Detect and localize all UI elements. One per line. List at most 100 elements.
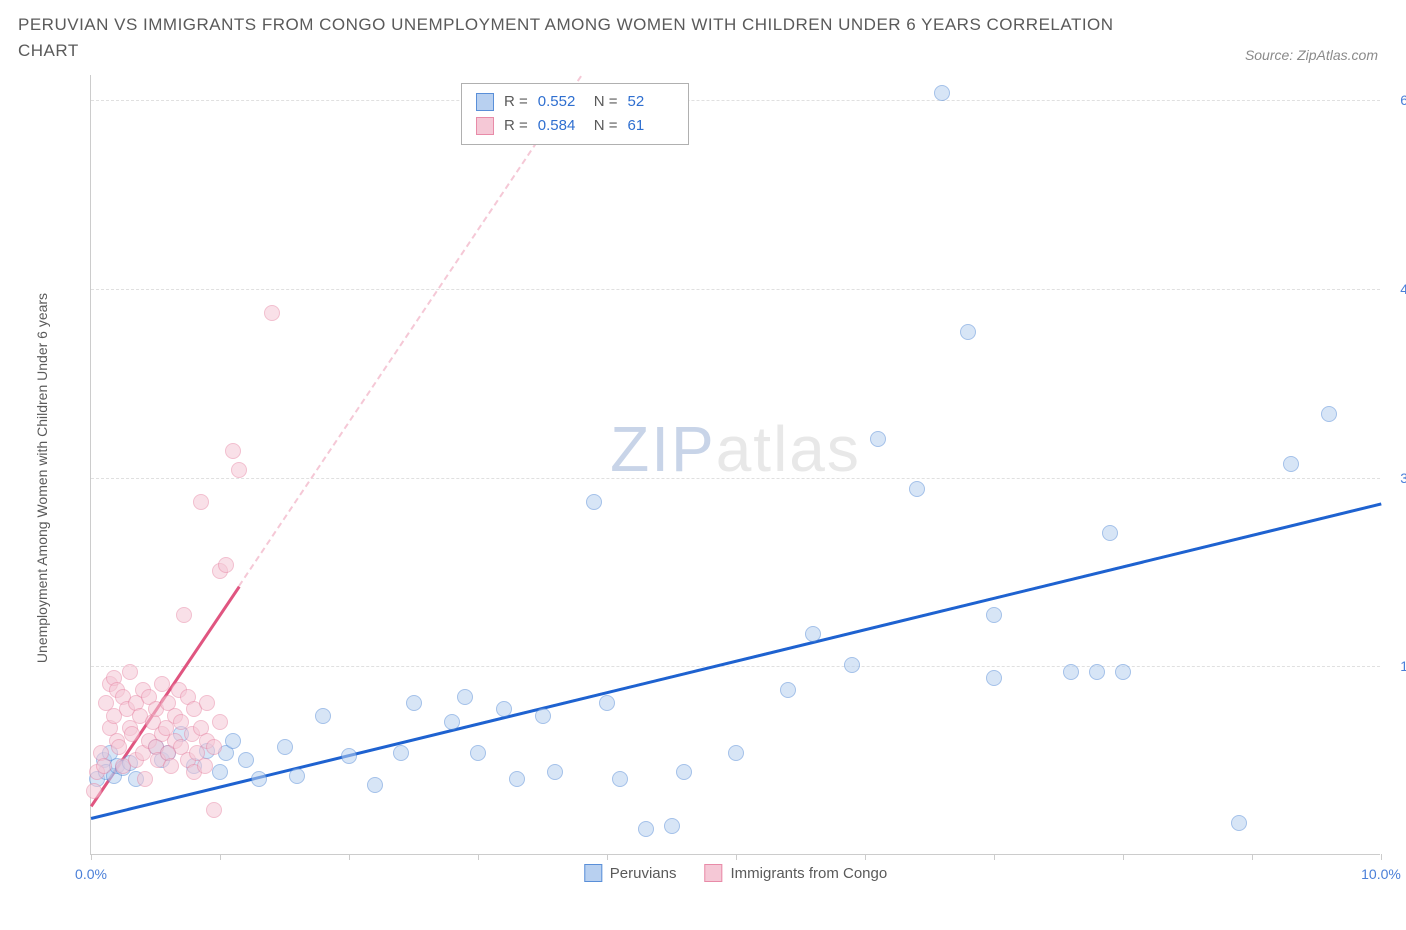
data-point bbox=[509, 771, 525, 787]
legend-label: Immigrants from Congo bbox=[730, 865, 887, 882]
y-tick-label: 60.0% bbox=[1385, 92, 1406, 108]
gridline bbox=[91, 478, 1380, 479]
y-tick-label: 30.0% bbox=[1385, 470, 1406, 486]
data-point bbox=[1283, 456, 1299, 472]
data-point bbox=[444, 714, 460, 730]
data-point bbox=[289, 768, 305, 784]
data-point bbox=[728, 745, 744, 761]
data-point bbox=[934, 85, 950, 101]
legend-swatch bbox=[704, 864, 722, 882]
x-tick bbox=[865, 854, 866, 860]
r-label: R = bbox=[504, 90, 528, 114]
data-point bbox=[1115, 664, 1131, 680]
x-tick-label: 0.0% bbox=[75, 866, 107, 882]
r-value: 0.584 bbox=[538, 114, 584, 138]
r-value: 0.552 bbox=[538, 90, 584, 114]
data-point bbox=[780, 682, 796, 698]
data-point bbox=[909, 481, 925, 497]
n-label: N = bbox=[594, 114, 618, 138]
data-point bbox=[1063, 664, 1079, 680]
data-point bbox=[111, 739, 127, 755]
series-swatch bbox=[476, 117, 494, 135]
data-point bbox=[206, 739, 222, 755]
r-label: R = bbox=[504, 114, 528, 138]
x-tick bbox=[91, 854, 92, 860]
data-point bbox=[341, 748, 357, 764]
stats-box: R = 0.552 N = 52R = 0.584 N = 61 bbox=[461, 83, 689, 145]
data-point bbox=[612, 771, 628, 787]
x-tick bbox=[1123, 854, 1124, 860]
data-point bbox=[535, 708, 551, 724]
data-point bbox=[406, 695, 422, 711]
data-point bbox=[496, 701, 512, 717]
plot-area: ZIPatlas 15.0%30.0%45.0%60.0%0.0%10.0%R … bbox=[90, 75, 1380, 855]
watermark-zip: ZIP bbox=[610, 413, 716, 485]
source-attribution: Source: ZipAtlas.com bbox=[1245, 47, 1378, 63]
x-tick bbox=[736, 854, 737, 860]
data-point bbox=[599, 695, 615, 711]
gridline bbox=[91, 289, 1380, 290]
x-tick bbox=[349, 854, 350, 860]
data-point bbox=[470, 745, 486, 761]
watermark-atlas: atlas bbox=[716, 413, 861, 485]
data-point bbox=[805, 626, 821, 642]
x-tick bbox=[607, 854, 608, 860]
data-point bbox=[96, 758, 112, 774]
data-point bbox=[86, 783, 102, 799]
n-value: 61 bbox=[628, 114, 674, 138]
data-point bbox=[1102, 525, 1118, 541]
data-point bbox=[193, 494, 209, 510]
data-point bbox=[212, 714, 228, 730]
data-point bbox=[986, 607, 1002, 623]
data-point bbox=[122, 664, 138, 680]
data-point bbox=[163, 758, 179, 774]
data-point bbox=[586, 494, 602, 510]
trend-line bbox=[91, 503, 1382, 820]
legend-label: Peruvians bbox=[610, 865, 677, 882]
x-tick bbox=[994, 854, 995, 860]
x-tick bbox=[1252, 854, 1253, 860]
data-point bbox=[277, 739, 293, 755]
data-point bbox=[367, 777, 383, 793]
data-point bbox=[1089, 664, 1105, 680]
watermark: ZIPatlas bbox=[610, 412, 861, 486]
y-tick-label: 45.0% bbox=[1385, 281, 1406, 297]
legend-item: Immigrants from Congo bbox=[704, 864, 887, 882]
x-tick bbox=[478, 854, 479, 860]
legend-swatch bbox=[584, 864, 602, 882]
data-point bbox=[870, 431, 886, 447]
data-point bbox=[124, 726, 140, 742]
data-point bbox=[1231, 815, 1247, 831]
series-swatch bbox=[476, 93, 494, 111]
y-tick-label: 15.0% bbox=[1385, 658, 1406, 674]
data-point bbox=[154, 676, 170, 692]
data-point bbox=[676, 764, 692, 780]
data-point bbox=[664, 818, 680, 834]
data-point bbox=[264, 305, 280, 321]
y-axis-label: Unemployment Among Women with Children U… bbox=[34, 292, 50, 662]
x-tick-label: 10.0% bbox=[1361, 866, 1401, 882]
data-point bbox=[225, 443, 241, 459]
data-point bbox=[238, 752, 254, 768]
data-point bbox=[457, 689, 473, 705]
gridline bbox=[91, 666, 1380, 667]
data-point bbox=[206, 802, 222, 818]
legend-item: Peruvians bbox=[584, 864, 677, 882]
trend-extension bbox=[239, 75, 583, 586]
data-point bbox=[638, 821, 654, 837]
data-point bbox=[1321, 406, 1337, 422]
stats-row: R = 0.584 N = 61 bbox=[476, 114, 674, 138]
data-point bbox=[960, 324, 976, 340]
chart-container: Unemployment Among Women with Children U… bbox=[60, 75, 1380, 880]
data-point bbox=[231, 462, 247, 478]
chart-title: PERUVIAN VS IMMIGRANTS FROM CONGO UNEMPL… bbox=[18, 12, 1118, 63]
gridline bbox=[91, 100, 1380, 101]
data-point bbox=[176, 607, 192, 623]
legend: Peruvians Immigrants from Congo bbox=[584, 864, 887, 882]
x-tick bbox=[1381, 854, 1382, 860]
data-point bbox=[218, 557, 234, 573]
n-value: 52 bbox=[628, 90, 674, 114]
stats-row: R =0.552N =52 bbox=[476, 90, 674, 114]
header: PERUVIAN VS IMMIGRANTS FROM CONGO UNEMPL… bbox=[0, 0, 1406, 63]
data-point bbox=[315, 708, 331, 724]
